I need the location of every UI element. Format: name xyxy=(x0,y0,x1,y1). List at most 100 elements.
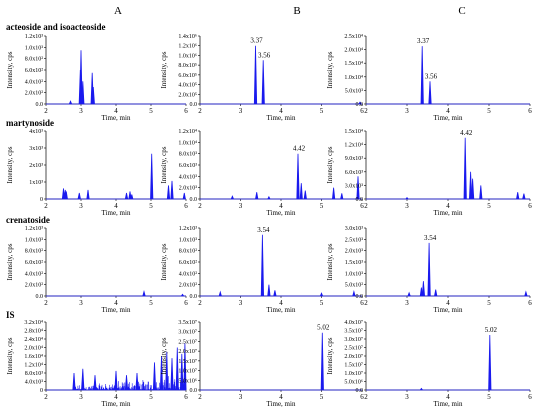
x-tick-label: 4 xyxy=(279,202,283,210)
y-tick-label: 1.0x10⁴ xyxy=(344,75,363,81)
x-axis-label: Time, min xyxy=(434,114,463,122)
peak xyxy=(434,289,438,297)
y-tick-label: 3.0x10⁷ xyxy=(178,330,197,336)
x-tick-label: 5 xyxy=(149,202,153,210)
y-tick-label: 3.0x10³ xyxy=(345,183,364,189)
x-tick-label: 2 xyxy=(44,299,48,307)
x-tick-label: 6 xyxy=(528,107,532,115)
y-tick-label: 5.0x10³ xyxy=(345,88,364,94)
panel-c-0: 0.0 5.0x10³ 1.0x10⁴ 1.5x10⁴ 2.0x10⁴ 2.5x10⁴ 2 3… xyxy=(326,34,532,122)
y-tick-label: 4.0x10⁵ xyxy=(178,83,197,89)
x-tick-label: 6 xyxy=(528,299,532,307)
x-tick-label: 6 xyxy=(360,107,364,115)
peak xyxy=(407,291,411,297)
peak-label: 3.56 xyxy=(258,51,271,59)
y-tick-label: 0.0 xyxy=(190,197,198,203)
x-tick-label: 4 xyxy=(446,299,450,307)
column-label-a: A xyxy=(114,5,122,17)
x-tick-label: 3 xyxy=(405,202,409,210)
peak xyxy=(340,193,344,200)
y-tick-label: 3.2x10⁴ xyxy=(24,320,43,326)
peak xyxy=(166,185,171,200)
panel-c-2: 0.0 5.0x10² 1.0x10³ 1.5x10³ 2.0x10³ 2.5x10³ 3.… xyxy=(326,226,532,314)
y-tick-label: 1.5x10⁷ xyxy=(178,359,197,365)
peak xyxy=(471,178,475,200)
y-tick-label: 1.0x10³ xyxy=(25,45,44,51)
peak xyxy=(72,372,76,391)
x-tick-label: 2 xyxy=(44,202,48,210)
peak xyxy=(516,192,520,200)
y-tick-label: 3.0x10³ xyxy=(345,226,364,232)
x-tick-label: 4 xyxy=(279,107,283,115)
y-tick-label: 1.2x10³ xyxy=(179,226,198,232)
panel-c-1: 0.0 3.0x10³ 6.0x10³ 9.0x10³ 1.2x10⁴ 1.5x10⁴ 2 3… xyxy=(326,129,532,217)
y-tick-label: 5.0x10⁶ xyxy=(178,378,197,384)
x-tick-label: 4 xyxy=(279,393,283,401)
peak xyxy=(180,293,185,297)
peak xyxy=(524,290,528,297)
y-tick-label: 2.0x10² xyxy=(25,91,44,97)
y-axis-label: Intensity, cps xyxy=(6,243,14,280)
peak xyxy=(230,195,234,200)
x-tick-label: 5 xyxy=(149,393,153,401)
x-tick-label: 2 xyxy=(364,107,368,115)
panel-b-1: 0.0 2.0x10³ 4.0x10³ 6.0x10³ 8.0x10³ 1.0x10⁴ 1.… xyxy=(160,129,364,217)
x-axis-label: Time, min xyxy=(102,306,131,314)
y-tick-label: 2x10³ xyxy=(29,163,43,169)
peak xyxy=(303,190,307,200)
y-tick-label: 2.0x10² xyxy=(179,283,198,289)
peak xyxy=(142,289,146,297)
peak xyxy=(419,387,423,391)
y-tick-label: 6.0x10² xyxy=(25,68,44,74)
y-tick-label: 1.0x10⁴ xyxy=(178,140,197,146)
y-tick-label: 1.0x10³ xyxy=(345,271,364,277)
y-tick-label: 1.0x10⁷ xyxy=(178,369,197,375)
x-axis-label: Time, min xyxy=(267,400,296,408)
peak xyxy=(267,284,271,297)
y-tick-label: 2.0x10⁵ xyxy=(178,92,197,98)
y-tick-label: 4x10³ xyxy=(29,129,43,135)
y-tick-label: 5.0x10⁶ xyxy=(344,380,363,386)
peak xyxy=(128,191,132,200)
y-tick-label: 8.0x10² xyxy=(179,249,198,255)
peak xyxy=(91,86,95,105)
x-tick-label: 3 xyxy=(239,107,243,115)
y-axis-label: Intensity, cps xyxy=(160,243,168,280)
peak-label: 4.42 xyxy=(460,129,473,137)
x-tick-label: 4 xyxy=(279,299,283,307)
y-tick-label: 4.0x10⁷ xyxy=(344,320,363,326)
y-tick-label: 1.0x10³ xyxy=(179,237,198,243)
x-tick-label: 5 xyxy=(149,107,153,115)
y-tick-label: 4.0x10³ xyxy=(25,380,44,386)
x-axis-label: Time, min xyxy=(434,209,463,217)
x-tick-label: 3 xyxy=(79,299,83,307)
peak xyxy=(77,192,81,200)
peak xyxy=(64,191,68,200)
y-axis-label: Intensity, cps xyxy=(326,51,334,88)
x-tick-label: 6 xyxy=(184,299,188,307)
x-tick-label: 3 xyxy=(405,393,409,401)
peak xyxy=(81,81,85,105)
y-tick-label: 3.5x10⁷ xyxy=(178,320,197,326)
y-tick-label: 2.5x10⁷ xyxy=(178,339,197,345)
y-tick-label: 0.0 xyxy=(190,294,198,300)
x-tick-label: 5 xyxy=(487,202,491,210)
y-tick-label: 6.0x10⁵ xyxy=(178,73,197,79)
x-tick-label: 6 xyxy=(528,202,532,210)
noise-trace xyxy=(73,376,187,390)
peak xyxy=(170,180,174,200)
x-tick-label: 2 xyxy=(198,107,202,115)
x-tick-label: 6 xyxy=(184,393,188,401)
y-tick-label: 1.0x10³ xyxy=(25,237,44,243)
y-tick-label: 2.0x10⁴ xyxy=(344,48,363,54)
peak xyxy=(427,242,431,297)
x-tick-label: 4 xyxy=(114,299,118,307)
y-tick-label: 1x10³ xyxy=(29,180,43,186)
peak xyxy=(463,137,467,200)
x-tick-label: 3 xyxy=(405,107,409,115)
y-tick-label: 0.0 xyxy=(36,294,44,300)
row-labels: acteoside and isoacteoside martynoside c… xyxy=(6,22,106,320)
x-tick-label: 5 xyxy=(487,107,491,115)
x-axis-label: Time, min xyxy=(267,114,296,122)
